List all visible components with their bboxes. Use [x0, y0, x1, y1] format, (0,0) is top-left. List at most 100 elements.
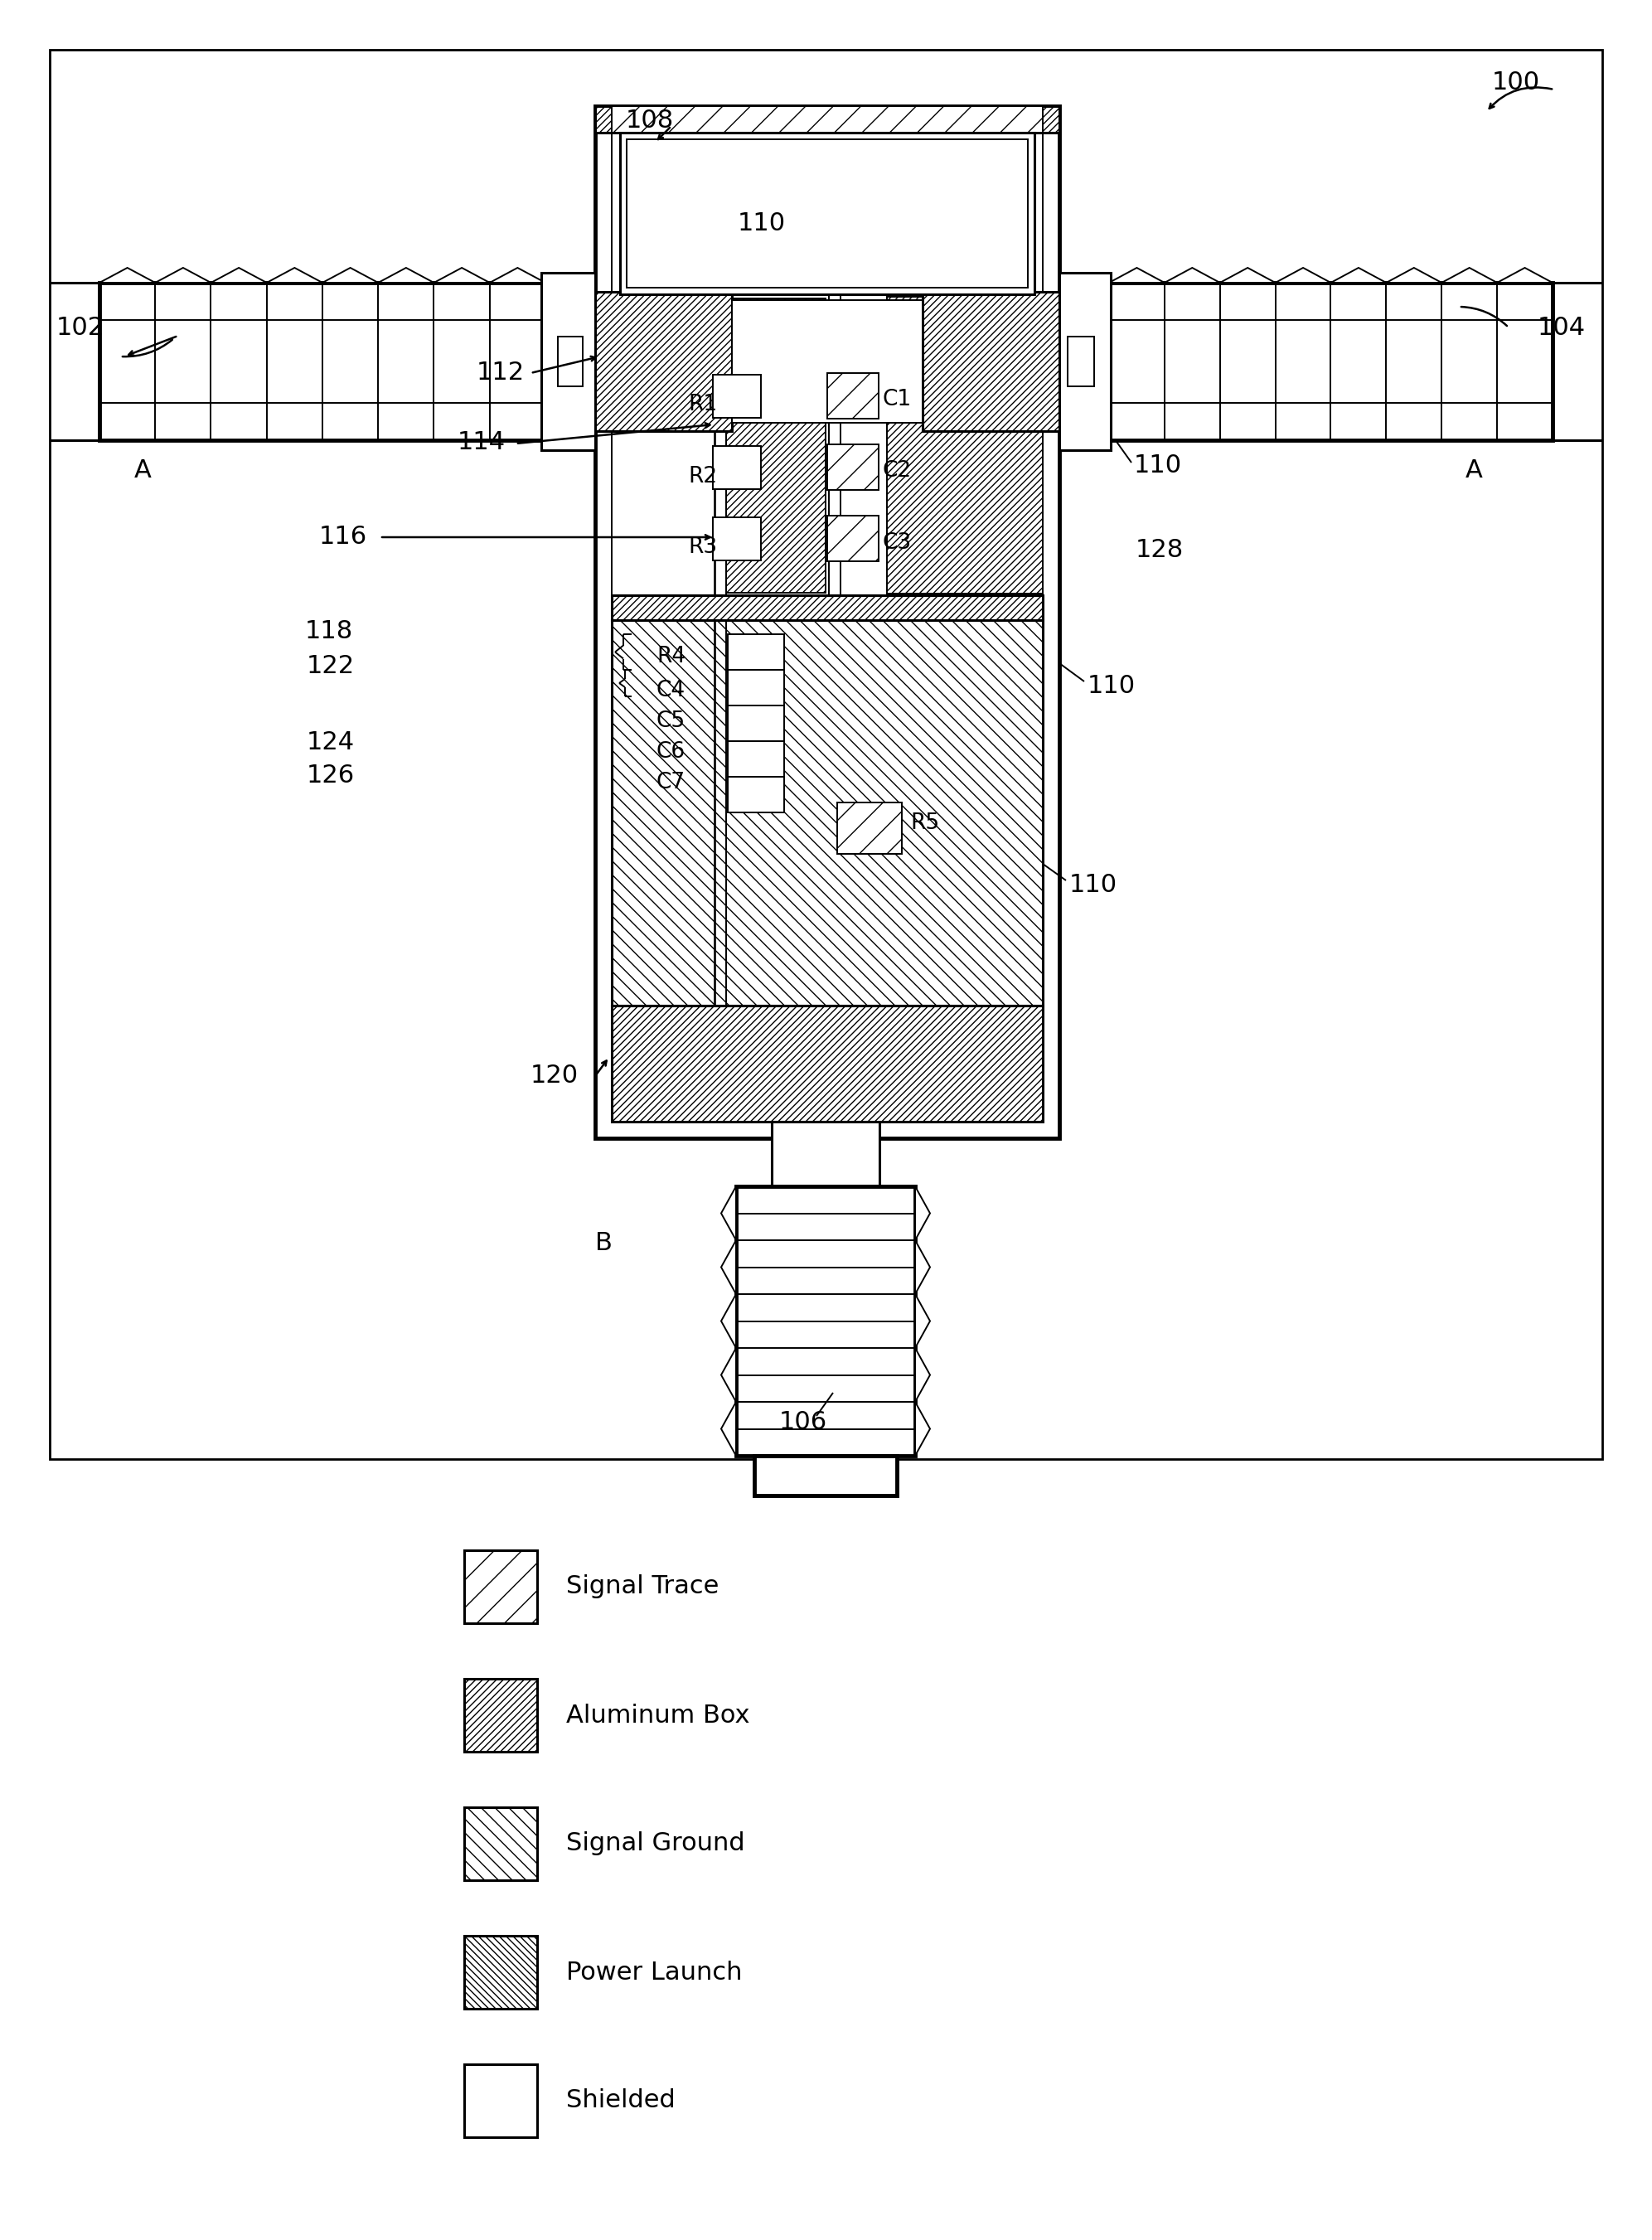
Bar: [611, 596, 1042, 620]
Bar: [611, 620, 1042, 1006]
Bar: [611, 1006, 1042, 1122]
Bar: [464, 1935, 537, 2009]
Polygon shape: [1165, 269, 1219, 282]
Polygon shape: [322, 269, 378, 282]
Bar: [464, 1550, 537, 1624]
Polygon shape: [378, 269, 434, 282]
Bar: [714, 517, 762, 560]
Text: 112: 112: [477, 361, 525, 385]
Bar: [99, 282, 545, 441]
Bar: [464, 1678, 537, 1752]
Text: Shielded: Shielded: [567, 2088, 676, 2112]
Bar: [1108, 282, 1553, 441]
Bar: [714, 446, 762, 488]
Bar: [611, 123, 1042, 1122]
Text: 110: 110: [1069, 874, 1117, 898]
Bar: [732, 300, 922, 423]
Text: 102: 102: [56, 316, 104, 340]
Text: 114: 114: [458, 430, 506, 455]
Bar: [838, 802, 902, 853]
Text: R4: R4: [656, 645, 686, 668]
Text: 126: 126: [307, 764, 355, 786]
Bar: [828, 374, 879, 419]
Text: R1: R1: [687, 394, 717, 414]
Polygon shape: [1275, 269, 1332, 282]
Text: 104: 104: [1538, 316, 1586, 340]
Polygon shape: [915, 1187, 930, 1241]
Polygon shape: [1386, 269, 1442, 282]
Polygon shape: [722, 1187, 737, 1241]
Bar: [595, 105, 1059, 1138]
Text: 120: 120: [530, 1064, 578, 1089]
Text: 110: 110: [1087, 674, 1135, 699]
Polygon shape: [99, 269, 155, 282]
Bar: [464, 1808, 537, 1879]
Text: 118: 118: [306, 620, 354, 643]
Text: 124: 124: [307, 730, 355, 755]
Bar: [771, 1122, 879, 1187]
Text: C1: C1: [882, 390, 912, 410]
Bar: [729, 777, 785, 813]
Polygon shape: [915, 1402, 930, 1456]
Text: 108: 108: [626, 108, 674, 132]
Text: 128: 128: [1135, 538, 1184, 562]
Text: C2: C2: [882, 459, 912, 482]
Text: C7: C7: [656, 773, 686, 793]
Bar: [729, 634, 785, 670]
Bar: [1059, 273, 1110, 450]
Polygon shape: [1497, 269, 1553, 282]
Text: Signal Trace: Signal Trace: [567, 1575, 719, 1599]
Bar: [922, 291, 1059, 430]
Bar: [1067, 336, 1094, 385]
Bar: [714, 374, 762, 419]
Text: A: A: [134, 459, 152, 484]
Bar: [729, 741, 785, 777]
Polygon shape: [155, 269, 211, 282]
Bar: [611, 105, 1042, 132]
Bar: [729, 706, 785, 741]
Bar: [542, 273, 595, 450]
Bar: [737, 1187, 915, 1456]
Polygon shape: [915, 1241, 930, 1295]
Text: R3: R3: [687, 535, 717, 558]
Polygon shape: [1219, 269, 1275, 282]
Bar: [755, 1456, 897, 1496]
Bar: [464, 2065, 537, 2137]
Text: C4: C4: [656, 679, 686, 701]
Bar: [595, 291, 732, 430]
Polygon shape: [1332, 269, 1386, 282]
Text: 110: 110: [1133, 455, 1183, 477]
Polygon shape: [915, 1348, 930, 1402]
Polygon shape: [722, 1241, 737, 1295]
Bar: [828, 515, 879, 562]
Bar: [887, 296, 1042, 594]
Polygon shape: [489, 269, 545, 282]
Text: 110: 110: [738, 213, 786, 235]
Text: C6: C6: [656, 741, 686, 762]
Polygon shape: [722, 1402, 737, 1456]
Text: R2: R2: [687, 466, 717, 488]
Bar: [595, 105, 1059, 132]
Text: 122: 122: [307, 654, 355, 679]
Bar: [558, 336, 583, 385]
Bar: [727, 298, 826, 594]
Text: 100: 100: [1492, 72, 1540, 94]
Polygon shape: [915, 1295, 930, 1348]
Bar: [626, 139, 1028, 287]
Bar: [729, 670, 785, 706]
Polygon shape: [211, 269, 266, 282]
Polygon shape: [266, 269, 322, 282]
Bar: [50, 49, 1602, 1458]
Polygon shape: [722, 1295, 737, 1348]
Polygon shape: [722, 1348, 737, 1402]
Text: Signal Ground: Signal Ground: [567, 1832, 745, 1855]
Polygon shape: [1108, 269, 1165, 282]
Text: A: A: [1465, 459, 1483, 484]
Text: R5: R5: [910, 813, 940, 833]
Text: 116: 116: [319, 524, 367, 549]
Polygon shape: [434, 269, 489, 282]
Text: Aluminum Box: Aluminum Box: [567, 1702, 750, 1727]
Text: B: B: [595, 1232, 613, 1257]
Text: Power Launch: Power Launch: [567, 1960, 742, 1985]
Text: 106: 106: [780, 1409, 828, 1434]
